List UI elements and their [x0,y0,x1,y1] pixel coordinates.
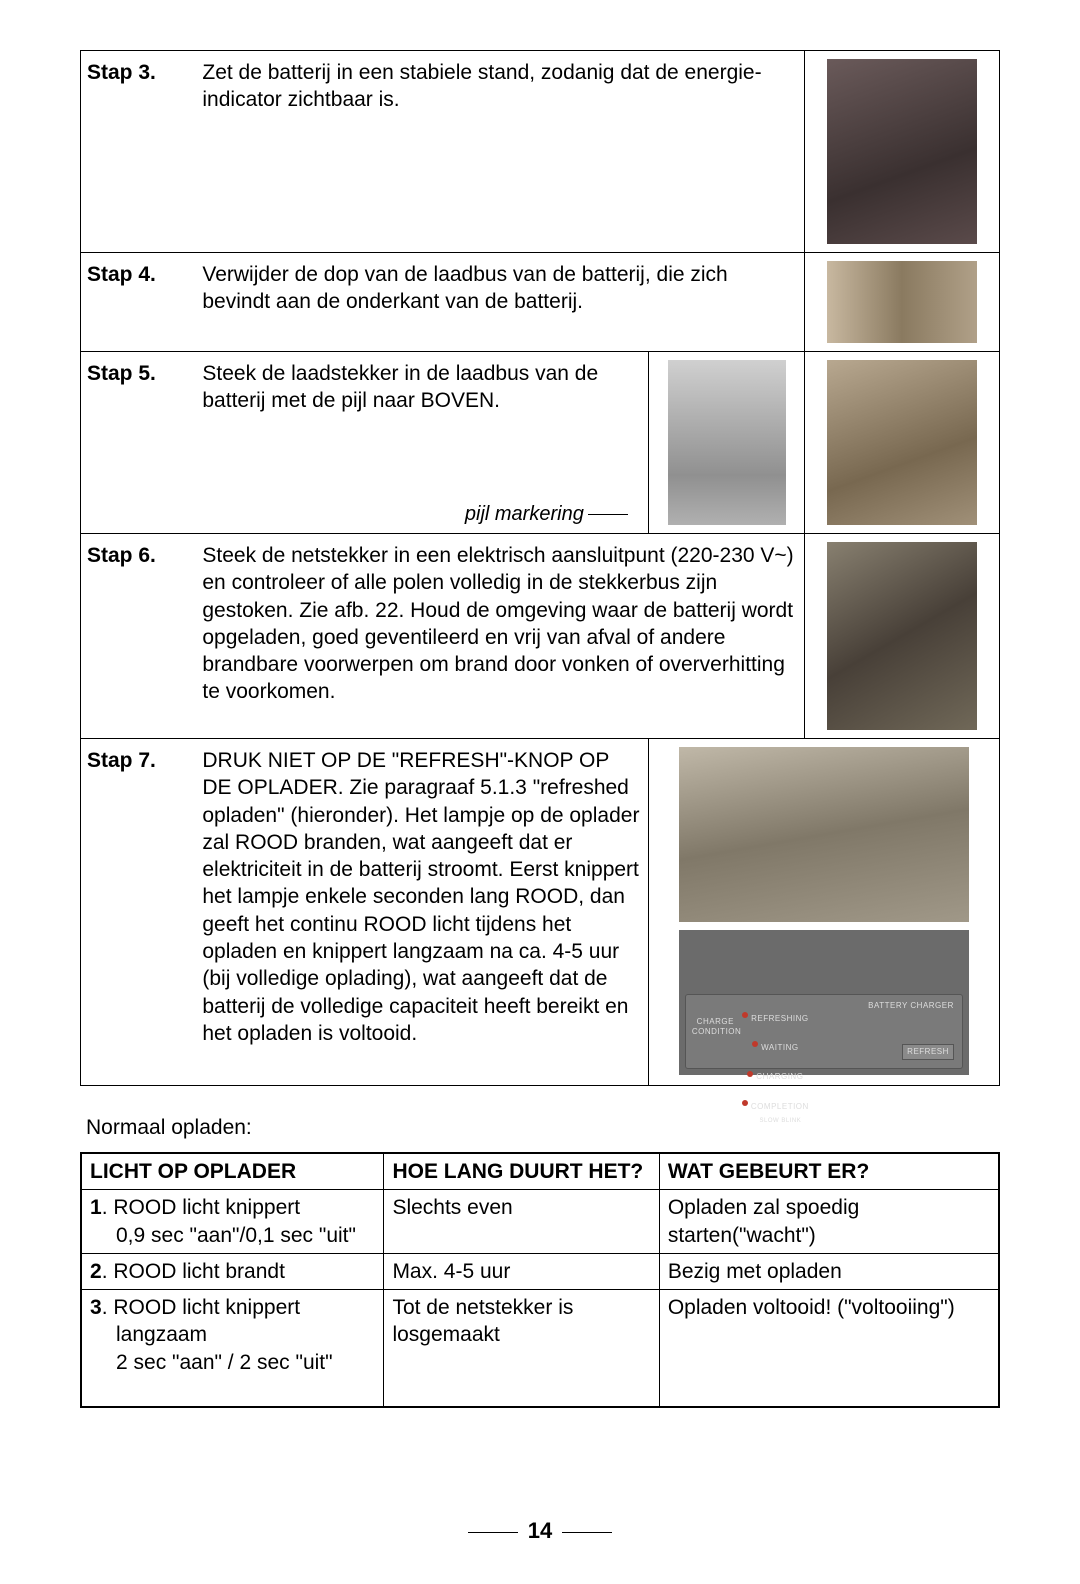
led-icon [752,1041,758,1047]
charger-label-refresh: REFRESH [902,1044,954,1060]
charger-panel-image: CHARGE CONDITION REFRESHING WAITING CHAR… [679,930,969,1075]
charger-label-waiting: WAITING [761,1043,798,1052]
step3-label: Stap 3. [81,51,197,253]
row-number: 3 [90,1296,102,1319]
status-row: 3. ROOD licht knippert langzaam 2 sec "a… [81,1290,999,1407]
status-table: LICHT OP OPLADER HOE LANG DUURT HET? WAT… [80,1152,1000,1408]
step7-label: Stap 7. [81,739,197,1086]
row3-c3: Opladen voltooid! ("voltooiing") [659,1290,999,1407]
step4-image [805,253,1000,352]
step7-image: CHARGE CONDITION REFRESHING WAITING CHAR… [648,739,999,1086]
step6-label: Stap 6. [81,534,197,739]
charger-label-title: BATTERY CHARGER [868,1001,954,1011]
page-number: 14 [80,1518,1000,1544]
row3-c1b: langzaam [90,1321,375,1348]
status-header-3: WAT GEBEURT ER? [659,1153,999,1190]
status-header-1: LICHT OP OPLADER [81,1153,384,1190]
step5-text-content: Steek de laadstekker in de laadbus van d… [202,362,598,412]
led-icon [742,1100,748,1106]
charger-label-slowblink: SLOW BLINK [752,1118,809,1126]
row3-c1a: . ROOD licht knippert [102,1296,300,1319]
row3-c1c: 2 sec "aan" / 2 sec "uit" [90,1349,375,1376]
step5-image-a [648,352,804,534]
section-label: Normaal opladen: [86,1116,1000,1140]
row1-c2: Slechts even [384,1190,659,1254]
row3-c2: Tot de netstekker is losgemaakt [384,1290,659,1407]
led-icon [747,1071,753,1077]
row-number: 1 [90,1196,102,1219]
charger-label-charging: CHARGING [756,1072,803,1081]
step6-text: Steek de netstekker in een elektrisch aa… [196,534,804,739]
row1-c3: Opladen zal spoedig starten("wacht") [659,1190,999,1254]
charger-label-refreshing: REFRESHING [751,1014,808,1023]
status-row: 2. ROOD licht brandt Max. 4-5 uur Bezig … [81,1253,999,1289]
charger-label-completion: COMPLETION [751,1102,809,1111]
row2-c2: Max. 4-5 uur [384,1253,659,1289]
row1-c1b: 0,9 sec "aan"/0,1 sec "uit" [90,1222,375,1249]
row2-c1a: . ROOD licht brandt [102,1260,285,1283]
row2-c3: Bezig met opladen [659,1253,999,1289]
step3-image [805,51,1000,253]
status-row: 1. ROOD licht knippert 0,9 sec "aan"/0,1… [81,1190,999,1254]
step5-label: Stap 5. [81,352,197,534]
step5-annotation: pijl markering [465,501,648,527]
status-header-2: HOE LANG DUURT HET? [384,1153,659,1190]
steps-table: Stap 3. Zet de batterij in een stabiele … [80,50,1000,1086]
row1-c1a: . ROOD licht knippert [102,1196,300,1219]
step4-label: Stap 4. [81,253,197,352]
row-number: 2 [90,1260,102,1283]
step5-text: Steek de laadstekker in de laadbus van d… [196,352,648,534]
charger-label-charge: CHARGE [692,1017,734,1027]
led-icon [742,1012,748,1018]
step5-image-b [805,352,1000,534]
step5-annotation-text: pijl markering [465,503,584,525]
step7-text: DRUK NIET OP DE "REFRESH"-KNOP OP DE OPL… [196,739,648,1086]
step6-image [805,534,1000,739]
step4-text: Verwijder de dop van de laadbus van de b… [196,253,804,352]
charger-label-condition: CONDITION [692,1027,734,1037]
step3-text: Zet de batterij in een stabiele stand, z… [196,51,804,253]
